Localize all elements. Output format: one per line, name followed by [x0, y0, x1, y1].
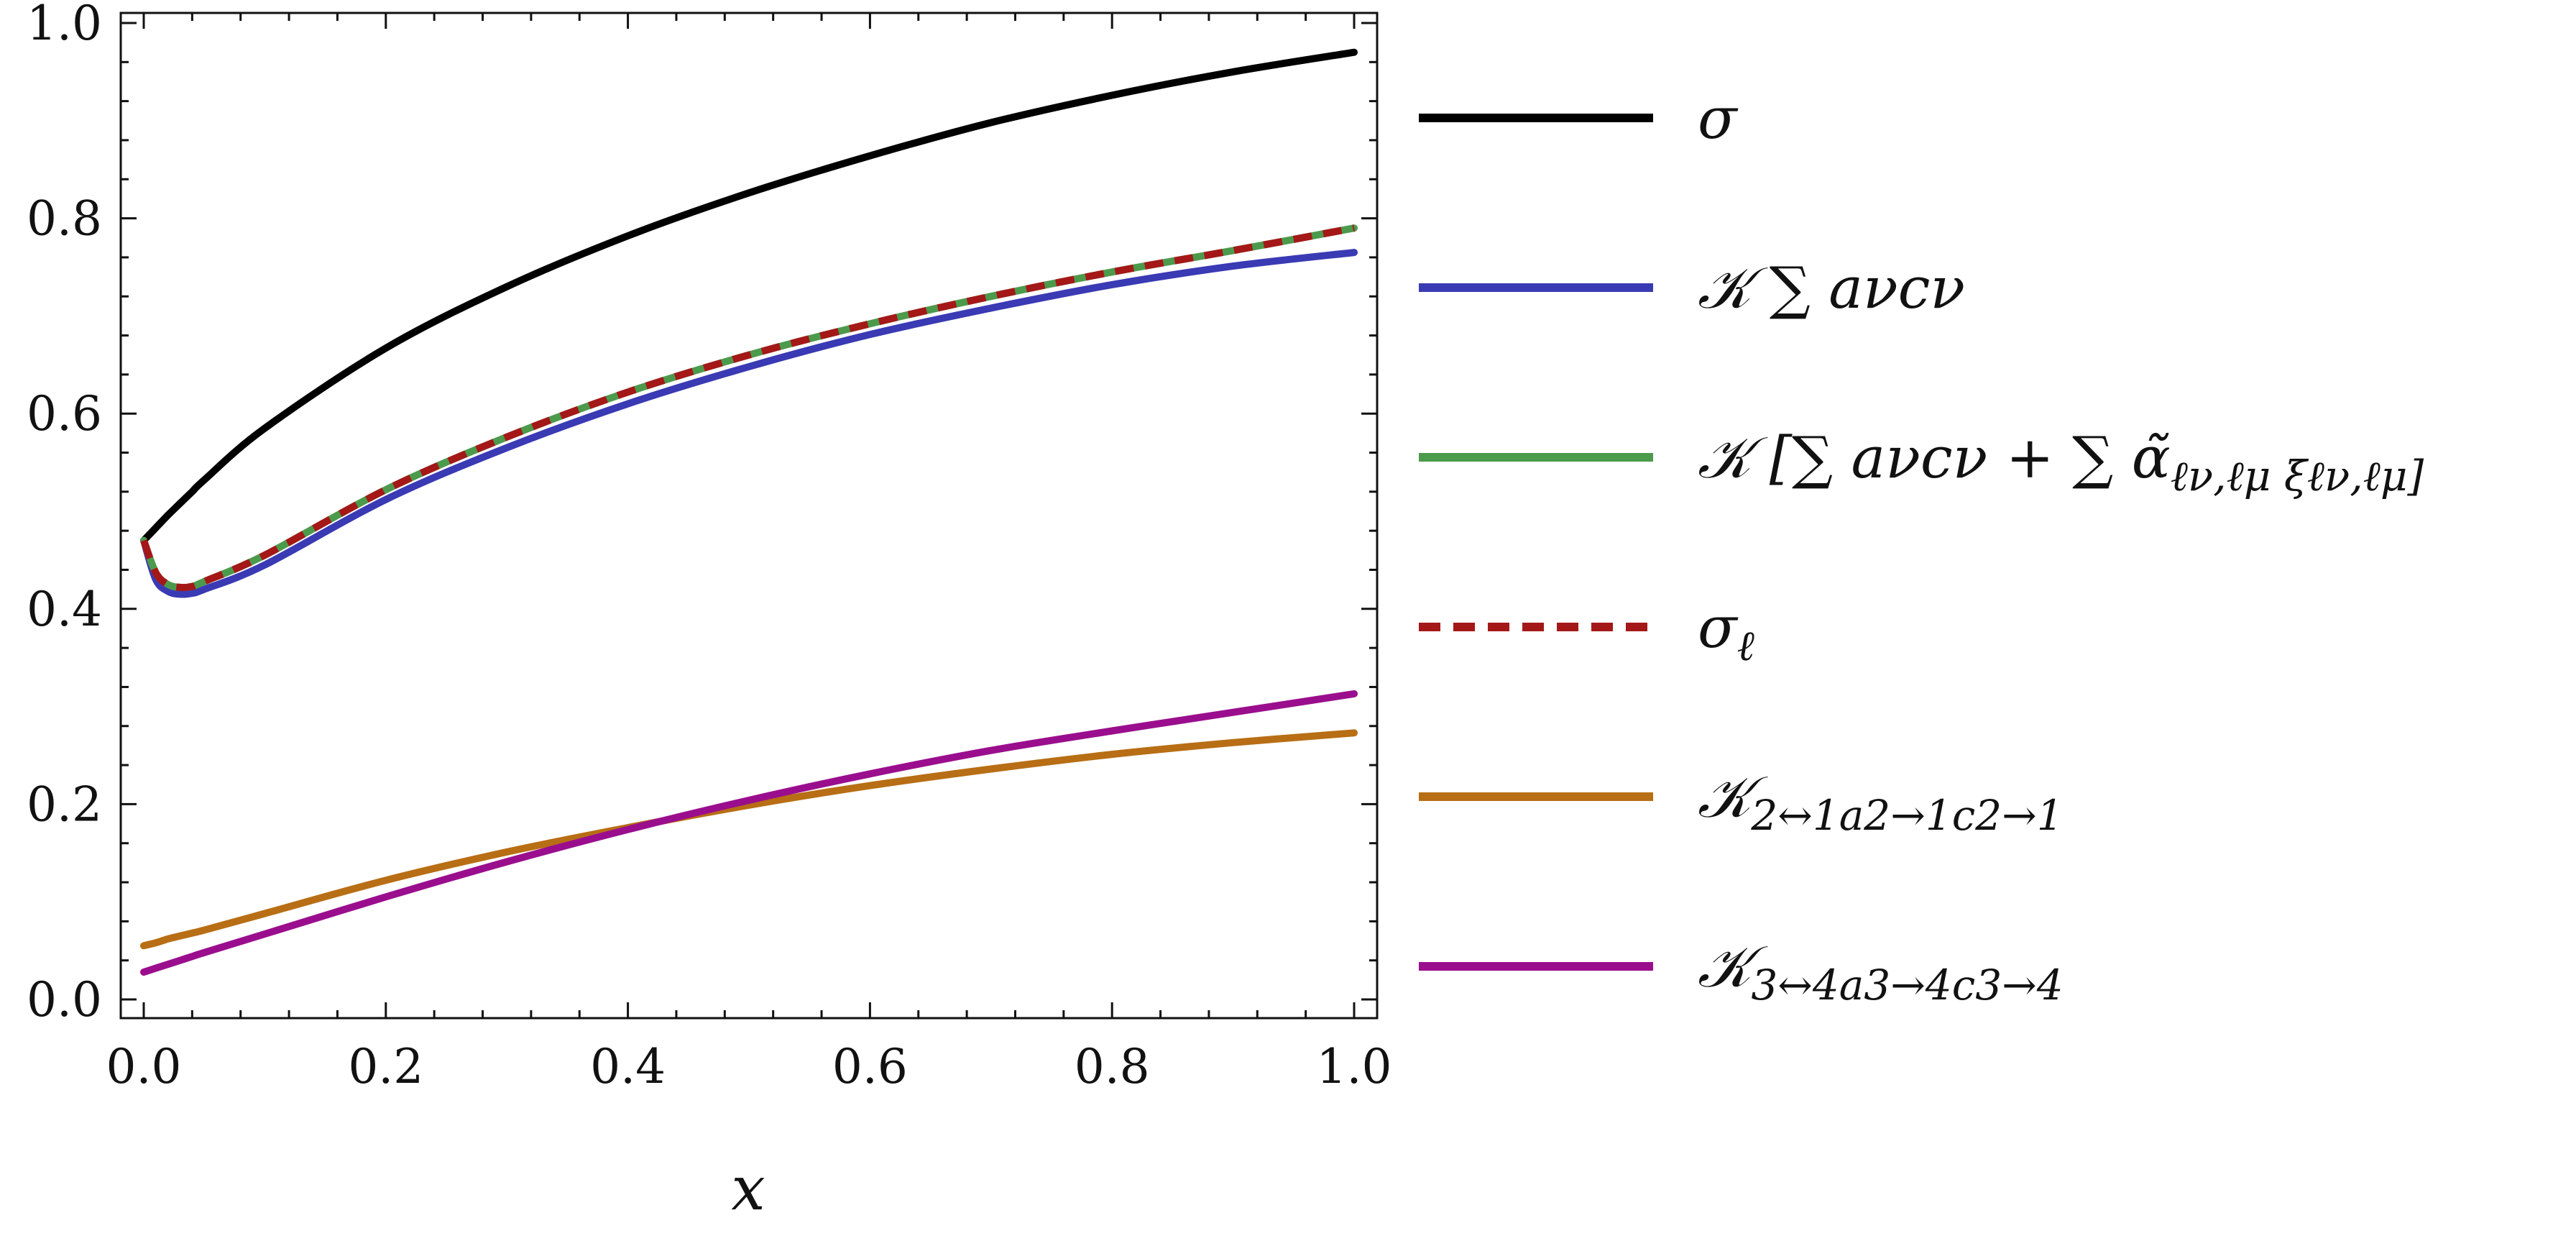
legend-label: σℓ [1698, 594, 1754, 670]
legend-label: σ [1698, 85, 1739, 152]
x-tick-label: 0.4 [590, 1039, 666, 1094]
legend-item-3: 𝒦 [∑ aνcν + ∑ α̃ℓν,ℓμ ξℓν,ℓμ] [1419, 424, 2424, 500]
legend-label: 𝒦3↔4a3→4c3→4 [1698, 933, 2064, 1010]
y-tick-label: 0.4 [27, 582, 102, 637]
legend-item-4: σℓ [1419, 594, 1754, 670]
legend-label: 𝒦2↔1a2→1c2→1 [1698, 764, 2064, 840]
legend-label: 𝒦 ∑ aνcν [1698, 255, 1965, 321]
x-tick-label: 0.6 [832, 1039, 908, 1094]
legend-item-2: 𝒦 ∑ aνcν [1419, 255, 1965, 321]
series-line-1 [140, 48, 1358, 544]
plot-border [119, 12, 1379, 1020]
legend: σ 𝒦 ∑ aνcν 𝒦 [∑ aνcν + ∑ α̃ℓν,ℓμ ξℓν,ℓμ] σℓ… [1419, 85, 2424, 1010]
y-tick-label: 0.0 [27, 972, 102, 1027]
y-tick-label: 0.2 [27, 777, 102, 832]
x-axis-label: x [731, 1153, 765, 1224]
legend-item-6: 𝒦3↔4a3→4c3→4 [1419, 933, 2064, 1010]
y-tick-label: 0.8 [27, 191, 102, 247]
axis-tick-labels: 0.0 0.2 0.4 0.6 0.8 1.0 0.0 0.2 0.4 0.6 0.8 1.0 [27, 0, 1392, 1094]
series-line-5 [140, 729, 1358, 950]
x-tick-label: 0.0 [106, 1039, 182, 1094]
series-line-6 [140, 690, 1358, 976]
x-tick-label: 1.0 [1317, 1039, 1392, 1094]
series-line-4 [140, 224, 1355, 592]
series-lines [140, 48, 1358, 976]
series-line-2 [140, 249, 1358, 598]
axis-ticks [121, 13, 1377, 1018]
legend-item-5: 𝒦2↔1a2→1c2→1 [1419, 764, 2064, 840]
x-tick-label: 0.2 [348, 1039, 423, 1094]
legend-label: 𝒦 [∑ aνcν + ∑ α̃ℓν,ℓμ ξℓν,ℓμ] [1698, 424, 2424, 500]
legend-item-1: σ [1419, 85, 1739, 152]
plot-frame [119, 12, 1379, 1020]
x-tick-label: 0.8 [1075, 1039, 1150, 1094]
y-tick-label: 1.0 [27, 0, 102, 51]
y-tick-label: 0.6 [27, 386, 102, 441]
